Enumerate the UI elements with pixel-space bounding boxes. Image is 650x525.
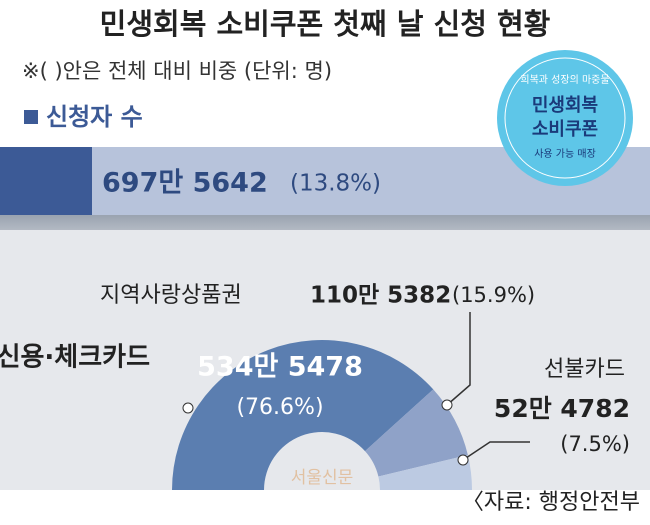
category-label: 선불카드 [544, 357, 625, 382]
badge-ring [504, 57, 626, 179]
value-label: (7.5%) [560, 432, 630, 456]
category-label: 지역사랑상품권 [100, 283, 242, 308]
donut-segment [378, 454, 472, 490]
badge-top: 희복과 성장의 마중물 [520, 74, 609, 86]
donut-segment [365, 389, 468, 477]
watermark: 서울신문 [291, 468, 354, 488]
amount-label: 534만 5478 [197, 352, 363, 383]
badge-line: 민생회복 [532, 95, 598, 116]
badge-line: 소비쿠폰 [532, 119, 598, 140]
leader-dot [457, 454, 469, 466]
leader-line [462, 441, 530, 461]
title: 민생회복 소비쿠폰 첫째 날 신청 현황 [100, 7, 551, 41]
total-percent: (13.8%) [290, 171, 381, 197]
category-label: 신용·체크카드 [0, 343, 150, 373]
amount-label: 52만 4782 [494, 394, 630, 423]
value-label: (15.9%) [452, 283, 535, 307]
total-block [0, 147, 92, 215]
leader-dot [182, 402, 194, 414]
source: 〈자료: 행정안전부 [462, 490, 640, 515]
badge-bottom: 사용 가능 매장 [534, 148, 596, 160]
donut-segment [172, 340, 434, 490]
amount-label: 110만 5382 [310, 283, 451, 309]
value-label: (76.6%) [236, 395, 323, 420]
leader-line [446, 312, 471, 406]
legend-swatch [24, 110, 38, 124]
badge [497, 50, 633, 186]
leader-dot [441, 399, 453, 411]
half-donut [172, 340, 472, 490]
total-amount: 697만 5642 [102, 168, 268, 199]
subtitle: ※( )안은 전체 대비 비중 (단위: 명) [22, 59, 332, 83]
legend-label: 신청자 수 [46, 103, 143, 131]
